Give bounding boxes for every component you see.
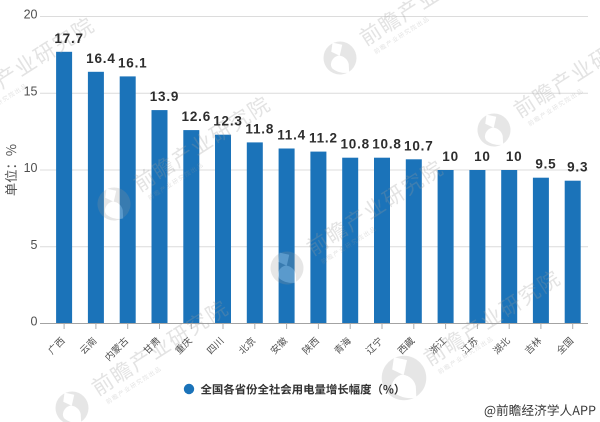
svg-text:10.8: 10.8 [340, 137, 369, 152]
svg-text:10.8: 10.8 [372, 137, 401, 152]
svg-text:11.4: 11.4 [277, 128, 306, 143]
svg-text:12.6: 12.6 [182, 109, 211, 124]
svg-text:10: 10 [442, 149, 459, 164]
svg-text:10: 10 [24, 161, 38, 175]
svg-text:13.9: 13.9 [150, 89, 179, 104]
svg-text:16.1: 16.1 [118, 55, 147, 70]
svg-text:9.3: 9.3 [567, 160, 588, 175]
svg-text:11.8: 11.8 [245, 121, 274, 136]
svg-text:17.7: 17.7 [54, 31, 83, 46]
svg-text:5: 5 [31, 238, 38, 252]
svg-text:10: 10 [506, 149, 523, 164]
svg-text:11.2: 11.2 [309, 131, 338, 146]
svg-text:10: 10 [474, 149, 491, 164]
svg-text:16.4: 16.4 [86, 51, 115, 66]
svg-text:12.3: 12.3 [213, 114, 242, 129]
svg-text:10.7: 10.7 [404, 138, 433, 153]
svg-text:0: 0 [31, 315, 38, 329]
svg-text:15: 15 [24, 85, 38, 99]
svg-text:20: 20 [24, 8, 38, 22]
svg-text:9.5: 9.5 [535, 157, 556, 172]
